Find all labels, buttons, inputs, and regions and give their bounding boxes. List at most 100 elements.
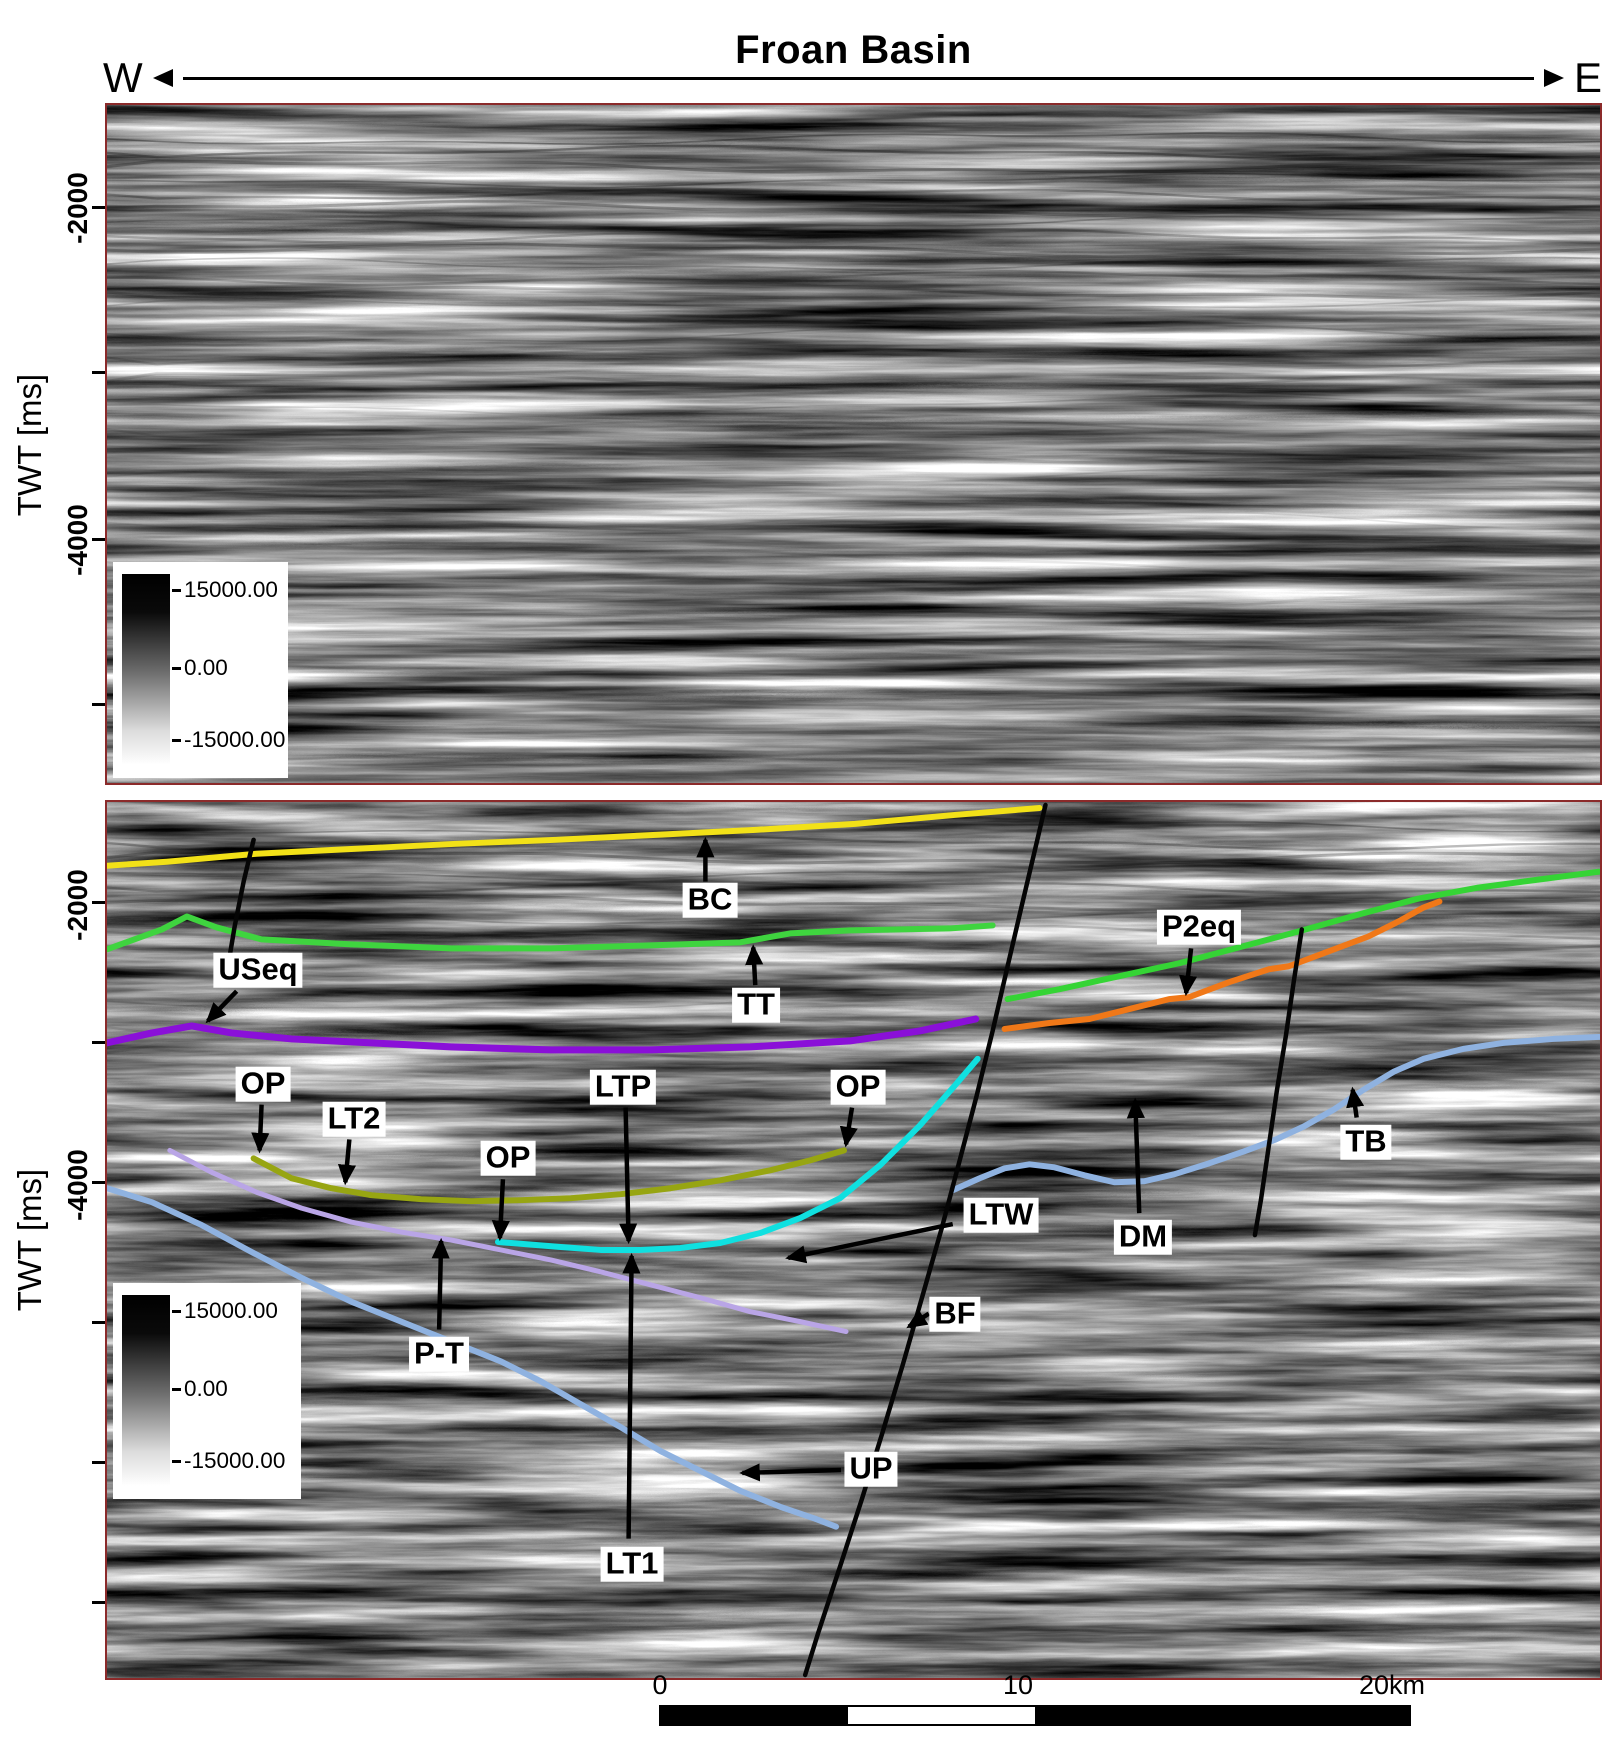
- reflector-texture: [107, 880, 1600, 895]
- horizon-p2eq: [1001, 898, 1443, 1032]
- horizon-useq: [107, 1015, 980, 1054]
- annotation-arrow-ltw: [785, 1221, 954, 1264]
- colorbar-tick: [172, 1310, 181, 1313]
- horizon-p-t: [167, 1147, 849, 1335]
- axis-tick: [92, 703, 105, 706]
- colorbar-tick: [172, 1460, 181, 1463]
- colorbar-mid-label: 0.00: [184, 1376, 228, 1401]
- axis-tick: [92, 1461, 105, 1464]
- reflector-texture: [107, 346, 1600, 369]
- seismic-image-bottom: [107, 802, 1600, 1678]
- reflector-texture: [107, 591, 1600, 613]
- reflector-texture: [107, 864, 1600, 881]
- annotation-arrow-tb: [1346, 1086, 1365, 1118]
- horizon-tt-west: [107, 913, 996, 953]
- seismic-panel-interpreted: BC TT USeq P2eq OP LT2 OP LTP OP TB LTW DM BF P-T UP LT…: [105, 800, 1602, 1680]
- colorbar-gradient: [122, 1295, 170, 1486]
- annotation-arrow-dm: [1126, 1097, 1145, 1214]
- east-label: E: [1573, 54, 1602, 101]
- annotation-arrow-op: [839, 1107, 858, 1148]
- reflector-texture: [107, 467, 1600, 487]
- annotation-arrow-lt1: [622, 1252, 641, 1539]
- scale-segment: [661, 1707, 848, 1724]
- twt-axis-label-top: TWT [ms]: [11, 373, 48, 517]
- annotation-arrow-tt: [745, 944, 764, 986]
- horizon-lt2: [250, 1147, 848, 1205]
- scale-tick-0: 0: [652, 1670, 668, 1700]
- axis-tick: [92, 1041, 105, 1044]
- colorbar-gradient: [122, 574, 170, 765]
- reflector-texture: [107, 297, 1600, 314]
- figure-title: Froan Basin: [735, 28, 972, 72]
- scale-segment: [1035, 1707, 1409, 1724]
- colorbar-tick: [172, 1388, 181, 1391]
- annotation-arrow-p2eq: [1179, 948, 1198, 997]
- axis-tick: [92, 901, 105, 904]
- reflector-texture: [107, 200, 1600, 217]
- colorbar-tick: [172, 667, 181, 670]
- reflector-texture: [107, 215, 1600, 230]
- fault-f3: [1252, 927, 1305, 1238]
- reflector-texture: [107, 172, 1600, 189]
- reflector-texture: [107, 269, 1600, 287]
- reflector-texture: [107, 324, 1600, 343]
- extent-arrow: W E: [103, 54, 1602, 101]
- west-label: W: [103, 54, 143, 101]
- reflector-texture: [107, 187, 1600, 201]
- colorbar-max-label: 15000.00: [184, 577, 278, 602]
- reflector-texture: [107, 894, 1600, 912]
- reflector-texture: [107, 834, 1600, 851]
- axis-tick: [92, 1601, 105, 1604]
- annotation-arrow-useq: [205, 989, 239, 1024]
- reflector-texture: [107, 241, 1600, 259]
- tick-label: -4000: [62, 1149, 93, 1221]
- horizon-dm-base: [949, 1033, 1600, 1194]
- reflector-texture: [107, 132, 1600, 146]
- axis-tick: [92, 1321, 105, 1324]
- tick-label: -2000: [62, 869, 93, 941]
- reflector-texture: [107, 371, 1600, 391]
- axis-tick: [92, 371, 105, 374]
- reflector-texture: [107, 549, 1600, 576]
- reflector-texture: [107, 1015, 1600, 1038]
- reflector-texture: [107, 144, 1600, 161]
- annotation-arrow-op: [491, 1179, 510, 1242]
- colorbar-tick: [172, 739, 181, 742]
- seismic-texture: [107, 105, 1600, 783]
- horizon-tt-east: [1004, 868, 1600, 1003]
- annotation-arrow-op: [251, 1104, 270, 1154]
- reflector-texture: [107, 991, 1600, 1010]
- reflector-texture: [107, 629, 1600, 655]
- annotation-arrow-ltp: [619, 1107, 638, 1245]
- extent-line: [182, 76, 1534, 80]
- horizon-up-base: [107, 1185, 840, 1530]
- reflector-texture: [107, 441, 1600, 465]
- colorbar-max-label: 15000.00: [184, 1298, 278, 1323]
- fault-f1: [227, 837, 256, 959]
- twt-axis-label-bottom: TWT [ms]: [11, 1168, 48, 1312]
- annotation-arrow-bf: [906, 1309, 931, 1329]
- reflector-texture: [107, 256, 1600, 272]
- reflector-texture: [107, 850, 1600, 865]
- colorbar-top: 15000.00 0.00 -15000.00: [113, 562, 288, 778]
- colorbar-bottom: 15000.00 0.00 -15000.00: [113, 1283, 301, 1499]
- reflector-texture: [107, 228, 1600, 244]
- annotation-arrow-up: [739, 1463, 842, 1482]
- arrowhead-right-icon: [1543, 69, 1564, 87]
- scale-bar: [659, 1705, 1411, 1726]
- horizon-bc: [107, 804, 1043, 869]
- colorbar-mid-label: 0.00: [184, 655, 228, 680]
- reflector-texture: [107, 419, 1600, 438]
- tick-label: -2000: [62, 172, 93, 244]
- tick-label: -4000: [62, 504, 93, 576]
- scale-segment: [848, 1707, 1035, 1724]
- reflector-texture: [107, 1043, 1600, 1062]
- seismic-panel-uninterpreted: [105, 103, 1602, 785]
- reflector-texture: [107, 284, 1600, 300]
- reflector-texture: [107, 511, 1600, 533]
- axis-tick: [92, 1181, 105, 1184]
- annotation-arrow-lt2: [337, 1139, 357, 1186]
- scale-tick-20km: 20km: [1358, 1670, 1426, 1700]
- axis-tick: [92, 538, 105, 541]
